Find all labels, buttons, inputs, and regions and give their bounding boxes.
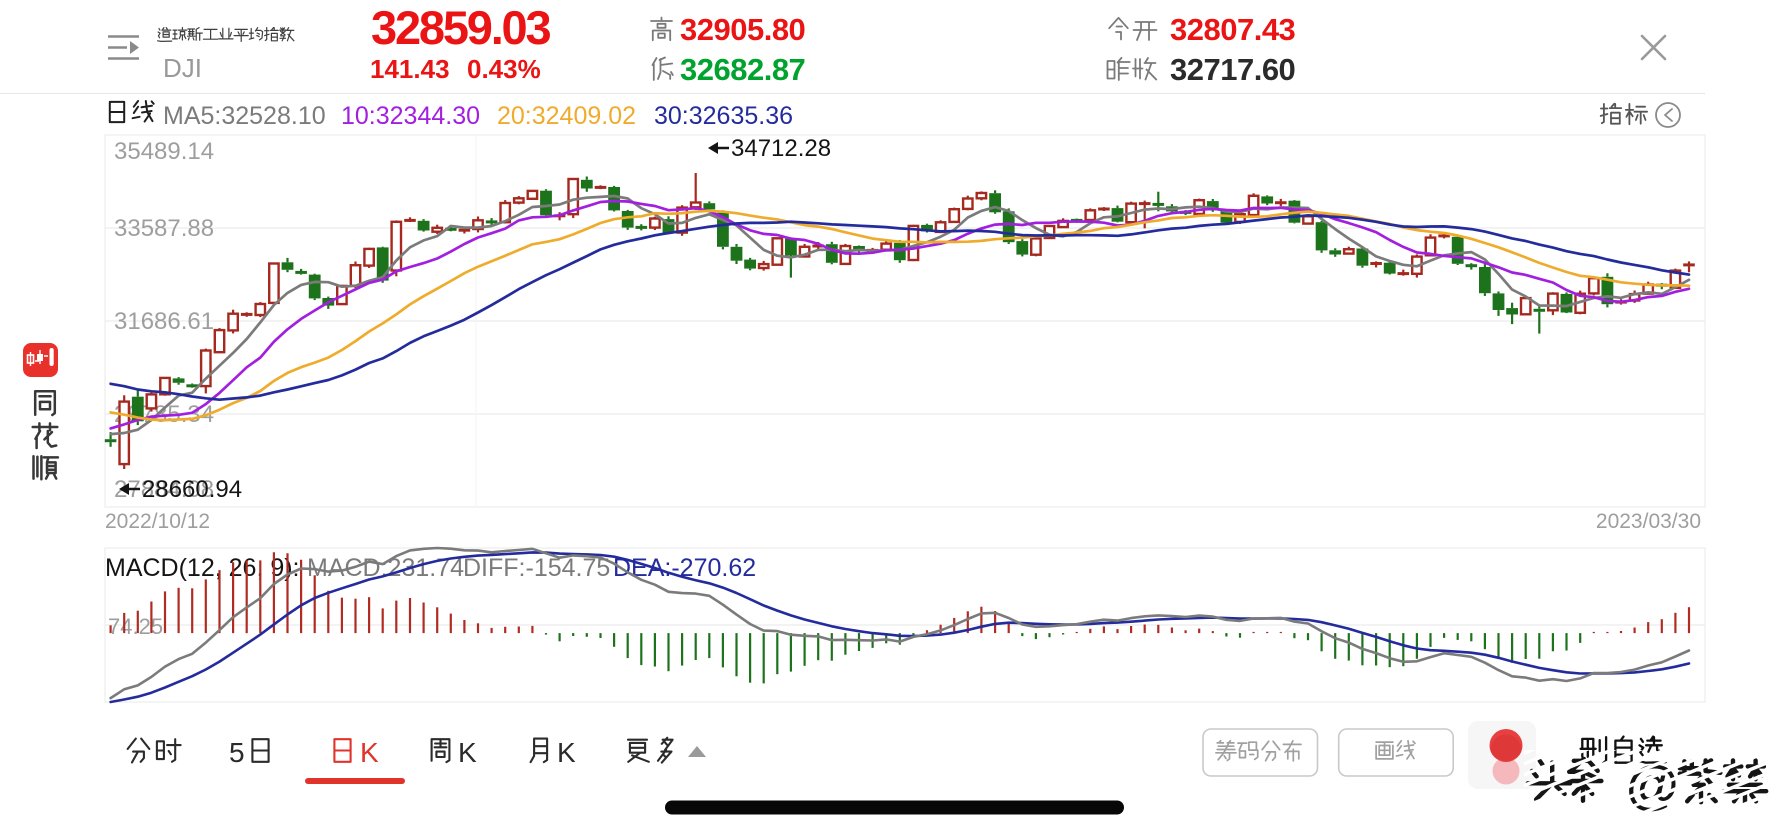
svg-text:31686.61: 31686.61 [114, 308, 214, 335]
svg-text:32682.87: 32682.87 [680, 52, 805, 87]
svg-text:35489.14: 35489.14 [114, 138, 214, 165]
svg-text:32807.43: 32807.43 [1170, 12, 1296, 47]
svg-text:2022/10/12: 2022/10/12 [105, 510, 210, 533]
svg-text:32859.03: 32859.03 [371, 1, 550, 54]
svg-text:MACD(12, 26, 9):: MACD(12, 26, 9): [105, 554, 300, 582]
svg-text:34712.28: 34712.28 [731, 135, 831, 162]
svg-text:32717.60: 32717.60 [1170, 52, 1295, 87]
svg-text:DJI: DJI [163, 53, 202, 83]
svg-text:5: 5 [229, 737, 245, 768]
svg-text:MA5:32528.10: MA5:32528.10 [163, 102, 326, 130]
svg-text:32905.80: 32905.80 [680, 12, 805, 47]
svg-text:K: K [360, 737, 379, 768]
svg-text:33587.88: 33587.88 [114, 215, 214, 242]
svg-text:2023/03/30: 2023/03/30 [1596, 510, 1701, 533]
svg-text:MACD:231.74: MACD:231.74 [307, 554, 464, 582]
svg-text:K: K [557, 737, 576, 768]
svg-text:0.43%: 0.43% [467, 54, 541, 84]
svg-text:30:32635.36: 30:32635.36 [654, 102, 793, 130]
svg-text:10:32344.30: 10:32344.30 [341, 102, 480, 130]
svg-text:74.25: 74.25 [108, 614, 163, 639]
svg-text:K: K [458, 737, 477, 768]
svg-text:20:32409.02: 20:32409.02 [497, 102, 636, 130]
svg-text:141.43: 141.43 [370, 54, 450, 84]
svg-text:DIFF:-154.75: DIFF:-154.75 [463, 554, 610, 582]
svg-text:28660.94: 28660.94 [142, 476, 242, 503]
